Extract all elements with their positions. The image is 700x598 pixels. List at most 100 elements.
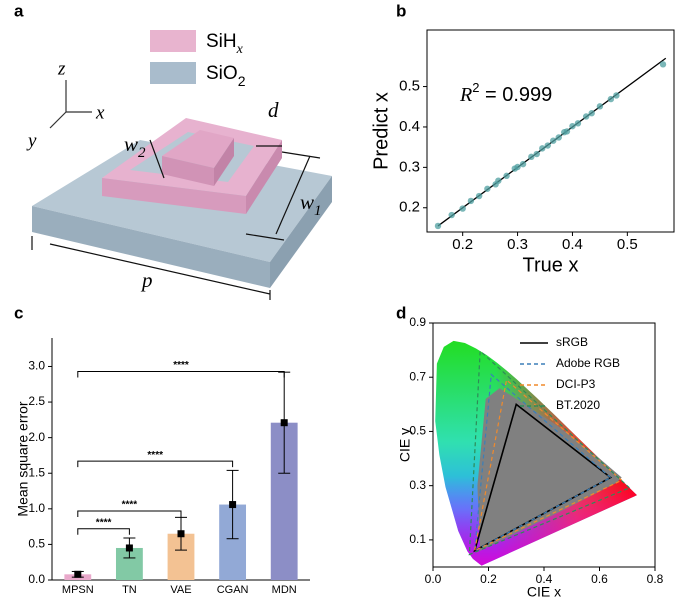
center-top xyxy=(162,130,234,168)
significance-bracket xyxy=(77,510,182,517)
point xyxy=(555,134,562,141)
point xyxy=(533,150,540,158)
x-tick-label: TN xyxy=(122,584,137,596)
x-tick-label: 0.5 xyxy=(617,236,638,253)
y-tick-label: 0.9 xyxy=(409,315,426,329)
annotation-sup: 2 xyxy=(472,80,479,95)
legend-label: sRGB xyxy=(556,335,588,349)
dimension-label: w1 xyxy=(300,190,322,220)
x-tick-label: 0.2 xyxy=(480,572,497,586)
substrate-front xyxy=(32,206,270,288)
substrate-side xyxy=(270,176,332,288)
y-tick-label: 2.5 xyxy=(28,394,45,408)
significance-label: **** xyxy=(173,360,189,371)
point xyxy=(582,113,590,120)
point xyxy=(563,128,571,135)
y-tick-label: 0.3 xyxy=(399,158,420,175)
x-tick-label: 0.0 xyxy=(425,572,442,586)
dimension-label: p xyxy=(140,268,153,292)
x-tick-label: 0.6 xyxy=(591,572,608,586)
mean-marker xyxy=(229,501,237,509)
center-front xyxy=(162,156,214,186)
annotation: R2 = 0.999 xyxy=(459,80,552,106)
x-tick-label: MDN xyxy=(272,584,297,596)
gamut-area xyxy=(477,388,622,551)
structure-diagram: SiHx SiO2 z x y d w2 w1 p xyxy=(26,30,332,300)
point xyxy=(467,197,475,205)
significance-bracket xyxy=(77,528,130,535)
significance-label: **** xyxy=(122,500,138,511)
center-side xyxy=(214,138,234,186)
y-tick-label: 0.5 xyxy=(399,78,420,95)
gamut-triangle xyxy=(468,349,631,556)
x-tick-label: 0.8 xyxy=(647,572,664,586)
point xyxy=(613,92,620,99)
y-tick-label: 0.1 xyxy=(409,532,426,546)
x-tick-label: 0.4 xyxy=(562,236,583,253)
panel-label: c xyxy=(14,303,23,322)
axis-name: z xyxy=(57,58,66,79)
y-tick-label: 0.4 xyxy=(399,118,420,135)
gamut-triangle xyxy=(473,402,613,553)
legend-label: SiO2 xyxy=(206,63,246,89)
point xyxy=(448,211,455,219)
mean-marker xyxy=(125,544,133,552)
y-tick-label: 1.5 xyxy=(28,465,45,479)
x-tick-label: MPSN xyxy=(62,584,94,596)
panel-label: a xyxy=(14,1,24,20)
point xyxy=(569,122,576,130)
annotation-text: R xyxy=(459,84,472,106)
point xyxy=(495,177,502,184)
ring-front xyxy=(102,178,246,214)
x-tick-label: CGAN xyxy=(217,584,249,596)
point xyxy=(574,120,582,127)
y-tick-label: 2.0 xyxy=(28,430,45,444)
y-axis-label: Mean square error xyxy=(15,401,31,517)
y-tick-label: 0.7 xyxy=(409,369,426,383)
legend-label: SiHx xyxy=(206,31,244,57)
legend-label: DCI-P3 xyxy=(556,377,596,391)
x-axis-label: CIE x xyxy=(527,584,561,598)
point xyxy=(475,192,483,200)
point xyxy=(539,145,546,152)
panel-label: d xyxy=(396,303,406,322)
y-tick-label: 0.5 xyxy=(409,424,426,438)
legend-swatch xyxy=(150,30,196,52)
legend-label: BT.2020 xyxy=(556,398,600,412)
y-axis-label: Predict x xyxy=(370,92,392,170)
dimension-lines xyxy=(31,139,321,300)
axis-name: x xyxy=(95,102,105,123)
x-tick-label: VAE xyxy=(170,584,191,596)
plot-frame xyxy=(426,29,675,233)
annotation-rest: = 0.999 xyxy=(479,84,552,106)
mean-marker xyxy=(177,530,185,538)
point xyxy=(514,163,521,171)
point xyxy=(503,172,510,180)
y-tick-label: 1.0 xyxy=(28,501,45,515)
point xyxy=(434,222,442,230)
axes-icon xyxy=(49,80,92,129)
point xyxy=(659,61,667,68)
significance-label: **** xyxy=(147,450,163,461)
legend-label: Adobe RGB xyxy=(556,356,620,370)
x-tick-label: 0.3 xyxy=(507,236,528,253)
ring-side xyxy=(246,140,282,214)
panel-label: b xyxy=(396,1,406,20)
dimension-label: w2 xyxy=(124,132,146,162)
gamut-triangle xyxy=(473,378,623,552)
point xyxy=(544,142,551,149)
axis-name: y xyxy=(26,130,37,151)
point xyxy=(519,160,527,168)
x-tick-label: 0.2 xyxy=(452,236,473,253)
x-axis-label: True x xyxy=(523,254,579,276)
point xyxy=(550,137,557,144)
mean-marker xyxy=(74,570,82,578)
significance-label: **** xyxy=(96,517,112,528)
point xyxy=(528,153,535,161)
mean-marker xyxy=(280,419,288,427)
legend-swatch xyxy=(150,62,196,84)
point xyxy=(596,103,604,110)
y-tick-label: 0.2 xyxy=(399,199,420,216)
dimension-label: d xyxy=(268,98,279,122)
